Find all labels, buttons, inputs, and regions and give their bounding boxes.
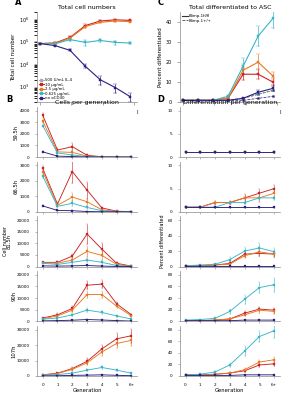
Text: C: C bbox=[157, 0, 164, 7]
X-axis label: Generation: Generation bbox=[72, 388, 102, 393]
Y-axis label: Total cell number: Total cell number bbox=[11, 34, 16, 81]
Text: B: B bbox=[7, 95, 13, 104]
Y-axis label: 59.5h: 59.5h bbox=[14, 124, 19, 140]
Text: A: A bbox=[15, 0, 21, 7]
Y-axis label: 90h: 90h bbox=[11, 291, 16, 301]
X-axis label: Time after culture (hours): Time after culture (hours) bbox=[55, 116, 119, 121]
Y-axis label: Percent differentiated: Percent differentiated bbox=[158, 27, 163, 87]
X-axis label: Generation: Generation bbox=[215, 388, 245, 393]
Title: Total cell numbers: Total cell numbers bbox=[58, 5, 116, 10]
Title: Cells per generation: Cells per generation bbox=[55, 100, 119, 105]
Y-axis label: Percent differentiated: Percent differentiated bbox=[160, 215, 165, 268]
Y-axis label: Cell number: Cell number bbox=[3, 226, 8, 256]
Text: D: D bbox=[157, 95, 164, 104]
Y-axis label: 66.5h: 66.5h bbox=[14, 179, 19, 194]
Title: Differentiation per generation: Differentiation per generation bbox=[183, 100, 277, 105]
X-axis label: Time after culture (hours): Time after culture (hours) bbox=[198, 116, 261, 121]
Text: 81.5h: 81.5h bbox=[6, 234, 11, 249]
Title: Total differentiated to ASC: Total differentiated to ASC bbox=[189, 5, 271, 10]
Y-axis label: 107h: 107h bbox=[11, 344, 16, 358]
Legend: Blimp-1fl/fl, Blimp-1+/+: Blimp-1fl/fl, Blimp-1+/+ bbox=[181, 14, 212, 23]
Legend: 500 U/mL IL-4, 10 μg/mL, 2.5 μg/mL, 0.625 μg/mL, no αCD40: 500 U/mL IL-4, 10 μg/mL, 2.5 μg/mL, 0.62… bbox=[39, 78, 72, 100]
